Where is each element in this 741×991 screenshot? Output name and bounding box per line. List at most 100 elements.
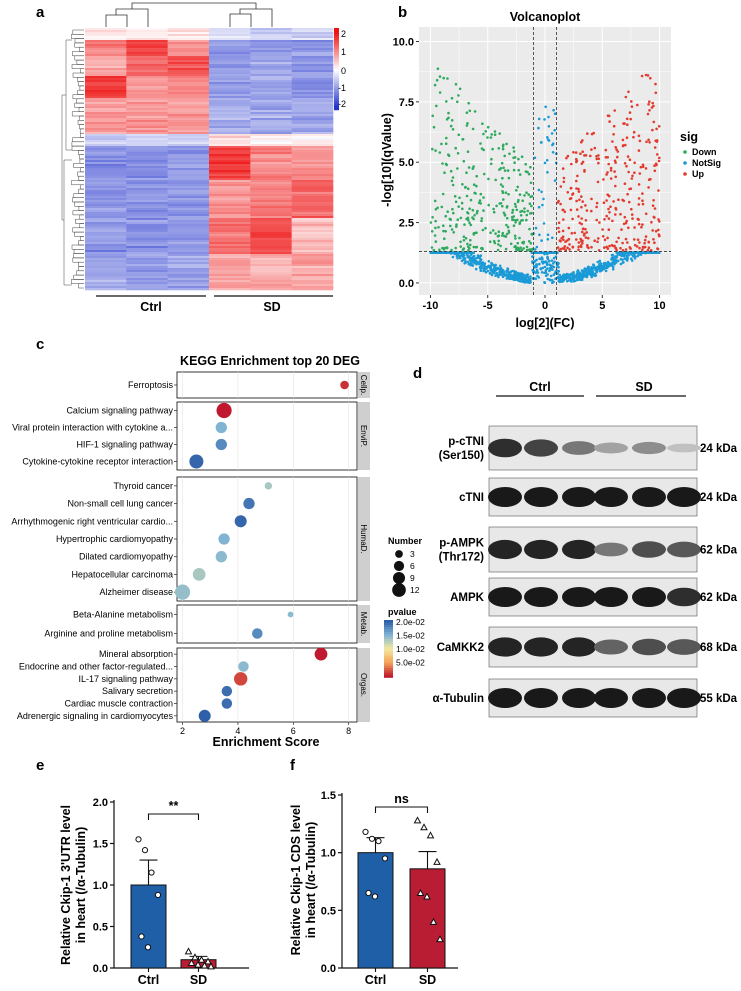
heatmap-cell <box>250 28 292 31</box>
volcano-point-down <box>521 218 524 222</box>
heatmap-cell <box>291 90 334 93</box>
heatmap-cell <box>291 166 334 169</box>
heatmap-cell <box>250 288 292 291</box>
heatmap-cell <box>126 248 168 251</box>
heatmap-cell <box>209 72 251 75</box>
heatmap-cell <box>291 238 334 241</box>
size-legend-title: Number <box>388 536 423 546</box>
heatmap-cell <box>209 84 251 87</box>
heatmap-cell <box>126 32 168 35</box>
volcano-point-notsig <box>544 268 548 272</box>
volcano-point-notsig <box>588 267 591 271</box>
heatmap-cell <box>126 264 168 267</box>
heatmap-cell <box>167 152 210 155</box>
heatmap-cell <box>167 258 210 261</box>
data-point <box>426 831 435 839</box>
volcano-point-down <box>504 247 508 251</box>
heatmap-cell <box>291 150 334 153</box>
heatmap-cell <box>291 270 334 273</box>
data-point <box>194 960 202 968</box>
heatmap-cell <box>167 90 210 93</box>
heatmap-cell <box>250 84 292 87</box>
panel-label-e: e <box>36 757 44 774</box>
volcano-point-notsig <box>471 264 475 267</box>
legend-marker-down <box>683 150 687 154</box>
volcano-point-up <box>590 148 593 151</box>
heatmap-cell <box>85 222 127 225</box>
volcano-point-up <box>657 189 660 192</box>
size-legend-dot <box>395 550 403 558</box>
volcano-point-up <box>627 226 630 230</box>
heatmap-cell <box>291 80 334 83</box>
heatmap-cell <box>209 254 251 257</box>
heatmap-cell <box>250 34 292 37</box>
volcano-point-down <box>525 248 529 252</box>
volcano-point-up <box>626 192 629 196</box>
heatmap-cell <box>167 276 210 279</box>
heatmap-cell <box>209 274 251 277</box>
data-point <box>433 857 441 865</box>
heatmap-cell <box>291 232 334 235</box>
kegg-facet-strip <box>358 605 370 643</box>
heatmap-cell <box>209 82 251 85</box>
heatmap-cell <box>85 30 127 33</box>
heatmap-cell <box>167 238 210 241</box>
heatmap-cell <box>291 240 334 243</box>
volcano-point-notsig <box>636 254 639 258</box>
volcano-point-up <box>645 140 648 144</box>
volcano-point-down <box>466 122 469 125</box>
heatmap-cell <box>209 288 251 291</box>
scale-step <box>334 66 339 70</box>
heatmap-cell <box>167 62 210 65</box>
volcano-point-notsig <box>539 251 543 254</box>
heatmap-cell <box>291 284 334 287</box>
heatmap-cell <box>209 186 251 189</box>
volcano-point-down <box>471 127 475 131</box>
volcano-point-notsig <box>589 270 592 273</box>
kegg-facet-box <box>176 604 358 644</box>
heatmap-cell <box>167 248 210 251</box>
volcano-point-down <box>451 128 455 131</box>
scale-tick-neg2: -2 <box>338 99 346 109</box>
blot-row-label: p-AMPK <box>439 538 484 550</box>
volcano-point-up <box>559 185 563 188</box>
volcano-point-notsig <box>636 251 640 254</box>
volcano-point-down <box>505 232 509 236</box>
heatmap-cell <box>250 280 292 283</box>
heatmap-cell <box>209 244 251 247</box>
scale-step <box>334 79 339 82</box>
heatmap-cell <box>250 158 292 161</box>
heatmap-cell <box>209 130 251 133</box>
volcano-point-up <box>647 246 651 249</box>
volcano-point-down <box>445 118 449 121</box>
heatmap-cell <box>85 116 127 119</box>
scale-step <box>334 69 339 72</box>
heatmap-cell <box>126 242 168 245</box>
heatmap-cell <box>85 176 127 179</box>
heatmap-cell <box>209 94 251 97</box>
volcano-point-down <box>436 206 439 210</box>
volcano-point-notsig <box>512 278 516 281</box>
heatmap-cell <box>291 198 334 201</box>
heatmap-cell <box>250 232 292 235</box>
heatmap-cell <box>291 94 334 97</box>
volcano-point-up <box>577 215 580 218</box>
heatmap-cell <box>250 106 292 109</box>
heatmap-cell <box>250 92 292 95</box>
volcano-point-notsig <box>604 269 608 273</box>
volcano-point-notsig <box>540 271 544 274</box>
volcano-point-up <box>632 130 636 134</box>
blot-band <box>594 542 628 557</box>
heatmap-cell <box>126 266 168 269</box>
volcano-point-notsig <box>529 279 532 283</box>
volcano-point-notsig <box>493 265 497 269</box>
heatmap-cell <box>291 200 334 203</box>
volcano-point-up <box>626 123 629 126</box>
heatmap-cell <box>250 52 292 55</box>
heatmap-cell <box>167 184 210 187</box>
heatmap-cell <box>85 56 127 59</box>
volcano-point-notsig <box>613 261 616 264</box>
heatmap-cell <box>209 282 251 285</box>
volcano-point-down <box>466 245 470 248</box>
color-legend-step <box>384 622 393 625</box>
